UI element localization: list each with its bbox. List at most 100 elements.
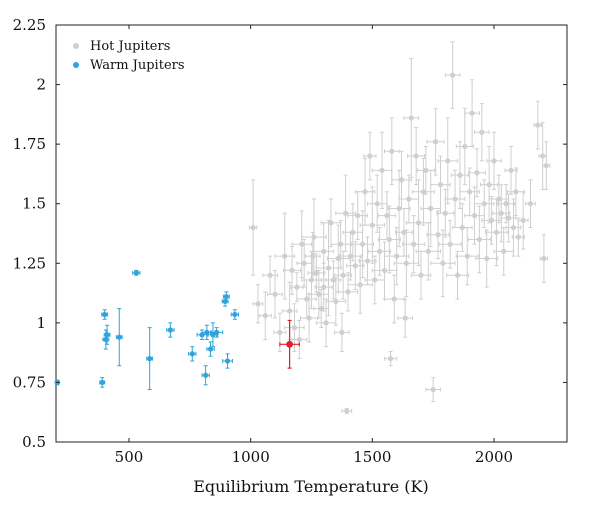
hot-jupiter-point xyxy=(341,408,353,414)
hot-jupiter-point xyxy=(493,227,514,276)
hot-jupiter-point xyxy=(430,229,456,298)
hot-jupiter-point xyxy=(346,241,365,290)
hot-jupiter-point xyxy=(364,255,385,305)
warm-jupiter-point xyxy=(188,346,197,362)
hot-jupiter-point xyxy=(384,117,400,186)
hot-jupiter-point xyxy=(315,298,337,348)
hot-jupiter-point xyxy=(371,131,393,209)
hot-jupiter-point xyxy=(504,146,518,195)
x-tick-label: 500 xyxy=(115,448,144,466)
warm-jupiter-point xyxy=(103,324,111,345)
hot-jupiter-point xyxy=(474,103,490,162)
hot-jupiter-point xyxy=(334,312,350,352)
legend-label-hot: Hot Jupiters xyxy=(90,39,170,54)
hot-jupiter-point xyxy=(444,169,466,229)
hot-jupiter-point xyxy=(283,246,302,295)
hot-jupiter-point xyxy=(403,57,420,179)
hot-jupiter-point xyxy=(511,217,525,257)
hot-jupiter-point xyxy=(371,241,398,300)
x-axis-title: Equilibrium Temperature (K) xyxy=(193,477,429,496)
hot-jupiter-point xyxy=(394,207,413,257)
y-tick-label: 2.25 xyxy=(13,16,46,34)
hot-jupiter-point xyxy=(426,210,450,260)
hot-jupiter-point xyxy=(304,231,321,281)
warm-jupiter-point xyxy=(166,322,175,338)
warm-jupiter-point xyxy=(132,269,141,276)
warm-jupiter-point xyxy=(206,341,215,357)
hot-jupiter-point xyxy=(335,174,356,252)
warm-jupiter-point xyxy=(115,308,123,367)
y-tick-label: 1.25 xyxy=(13,254,46,272)
hot-jupiter-point xyxy=(334,250,353,300)
hot-jupiter-point xyxy=(430,155,451,214)
hot-jupiter-point xyxy=(459,167,480,217)
hot-jupiter-point xyxy=(486,131,502,190)
hot-jupiter-point xyxy=(273,312,287,352)
legend: Hot Jupiters Warm Jupiters xyxy=(73,39,185,73)
warm-jupiter-point xyxy=(146,327,154,391)
x-tick-label: 1000 xyxy=(232,448,270,466)
warm-jupiter-point xyxy=(101,309,109,320)
hot-jupiter-point xyxy=(397,298,413,338)
hot-jupiter-point xyxy=(480,146,499,224)
hot-jupiter-point xyxy=(450,141,469,209)
hot-jupiter-point xyxy=(467,148,486,198)
hot-jupiter-point xyxy=(314,262,333,312)
hot-jupiter-point xyxy=(291,210,312,279)
hot-jupiter-point xyxy=(438,219,462,269)
hot-jupiter-point xyxy=(248,179,258,276)
hot-jupiter-point xyxy=(481,196,502,245)
y-tick-label: 1.75 xyxy=(13,135,46,153)
hot-jupiter-point xyxy=(444,41,461,109)
hot-jupiter-point xyxy=(290,272,304,302)
hot-jupiter-point xyxy=(464,186,485,245)
hot-jupiter-point xyxy=(539,234,549,283)
hot-jupiter-point xyxy=(517,191,529,250)
hot-jupiter-point xyxy=(436,188,455,238)
hot-jupiter-point xyxy=(533,100,542,150)
hot-jupiter-point xyxy=(542,141,551,190)
hot-jupiter-point xyxy=(301,198,327,276)
warm-jupiter-point xyxy=(201,365,210,386)
hot-jupiter-point xyxy=(284,303,305,352)
hot-jupiter-point xyxy=(437,117,458,205)
hot-jupiter-point xyxy=(296,279,317,319)
hot-jupiter-point xyxy=(525,179,536,229)
hot-jupiter-point xyxy=(402,215,426,274)
hot-jupiter-point xyxy=(347,191,368,240)
hot-jupiter-point xyxy=(358,236,377,286)
hot-jupiter-point xyxy=(455,227,479,286)
hot-jupiter-point xyxy=(363,131,377,181)
hot-jupiter-point xyxy=(384,350,398,367)
hot-jupiter-point xyxy=(274,212,295,300)
hot-jupiter-point xyxy=(351,210,375,279)
hot-jupiter-point xyxy=(416,146,435,195)
x-tick-label: 2000 xyxy=(475,448,513,466)
legend-label-warm: Warm Jupiters xyxy=(90,58,185,73)
hot-jupiter-point xyxy=(415,222,441,281)
warm-jupiter-point xyxy=(99,377,106,388)
warm-jupiter-point xyxy=(230,309,239,320)
hot-jupiter-point xyxy=(538,122,547,190)
hot-jupiter-point xyxy=(291,319,308,360)
hot-jupiter-point xyxy=(497,184,516,224)
hot-jupiter-point xyxy=(410,250,432,300)
y-tick-label: 1 xyxy=(36,314,46,332)
y-tick-label: 0.75 xyxy=(13,373,46,391)
hot-jupiter-point xyxy=(455,107,474,186)
warm-jupiter-point xyxy=(210,327,224,338)
hot-jupiter-point xyxy=(464,79,480,148)
hot-jupiter-point xyxy=(252,284,264,324)
hot-jupiter-point xyxy=(368,227,392,276)
hot-jupiter-point xyxy=(377,191,396,240)
hot-jupiter-point xyxy=(338,231,362,281)
hot-jupiter-point xyxy=(387,169,411,248)
hot-jupiter-point xyxy=(359,186,385,264)
hot-jupiter-point xyxy=(315,219,342,317)
y-tick-label: 0.5 xyxy=(22,433,46,451)
hot-jupiter-point xyxy=(325,277,347,326)
hot-jupiter-point xyxy=(426,107,445,176)
hot-jupiter-point xyxy=(407,126,426,186)
